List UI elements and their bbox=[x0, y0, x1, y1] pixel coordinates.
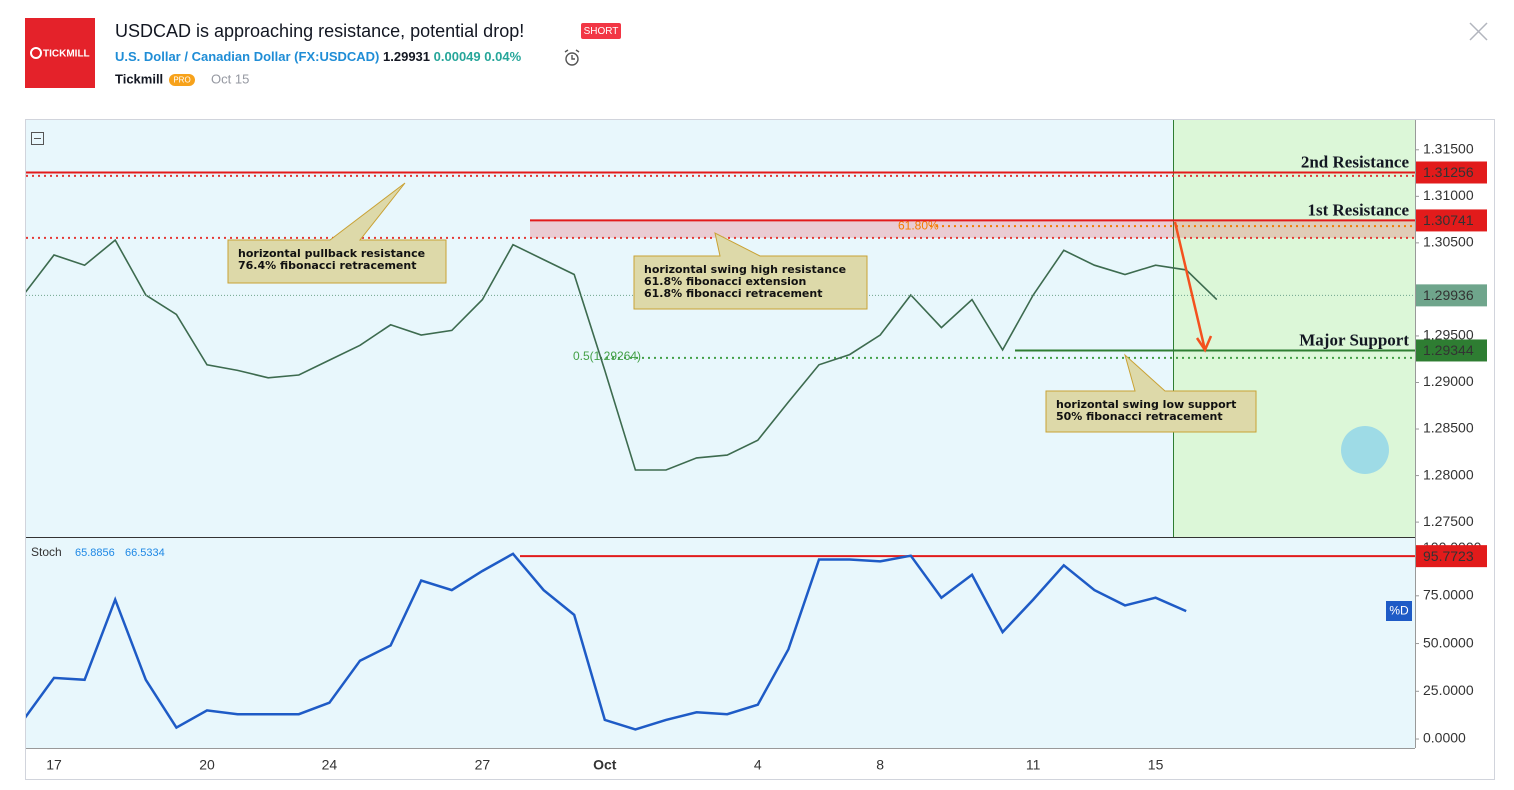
alarm-icon[interactable] bbox=[564, 49, 580, 66]
stoch-plot bbox=[26, 552, 1415, 731]
x-tick-label: 27 bbox=[475, 757, 491, 773]
price-plot: 61.80% 0.5(1.29264) bbox=[26, 171, 1415, 474]
change: 0.00049 bbox=[434, 49, 481, 64]
y-tick-label: 0.0000 bbox=[1423, 730, 1466, 746]
y-tick-label: 1.31000 bbox=[1423, 187, 1474, 203]
annotation-text: 50% fibonacci retracement bbox=[1056, 410, 1223, 423]
callout bbox=[227, 182, 447, 284]
level-badge bbox=[1416, 339, 1487, 362]
annotation-text: horizontal swing low support bbox=[1056, 398, 1236, 411]
y-tick-label: 1.29500 bbox=[1423, 327, 1474, 343]
level-name: 1st Resistance bbox=[1307, 200, 1409, 219]
x-tick-label: 17 bbox=[46, 757, 62, 773]
annotation-text: 61.8% fibonacci extension bbox=[644, 275, 806, 288]
target-circle bbox=[1341, 426, 1389, 474]
badge-bg bbox=[1386, 601, 1412, 621]
resistance-zone bbox=[530, 220, 1415, 238]
annotation-text: horizontal pullback resistance bbox=[238, 247, 425, 260]
level-badge bbox=[1416, 545, 1487, 568]
level-name: Major Support bbox=[1299, 330, 1409, 349]
symbol-code[interactable]: (FX:USDCAD) bbox=[294, 49, 379, 64]
fib-label: 0.5(1.29264) bbox=[573, 349, 641, 363]
logo-text: TICKMILL bbox=[43, 49, 90, 60]
price: 1.29931 bbox=[383, 49, 430, 64]
target-region bbox=[1173, 120, 1415, 537]
level-value: 1.29936 bbox=[1423, 287, 1474, 303]
annotation-text: horizontal swing high resistance bbox=[644, 263, 846, 276]
level-value: 1.29344 bbox=[1423, 342, 1474, 358]
y-tick-label: 25.0000 bbox=[1423, 682, 1474, 698]
x-tick-label: 24 bbox=[322, 757, 338, 773]
x-tick-label: 20 bbox=[199, 757, 215, 773]
callout bbox=[633, 232, 868, 310]
author[interactable]: Tickmill bbox=[115, 71, 163, 86]
badge-bg bbox=[581, 23, 621, 39]
x-tick-label: 4 bbox=[754, 757, 762, 773]
level-badge bbox=[1416, 161, 1487, 184]
y-tick-label: 1.28500 bbox=[1423, 420, 1474, 436]
x-tick-label: 15 bbox=[1148, 757, 1164, 773]
annotation-text: 76.4% fibonacci retracement bbox=[238, 259, 416, 272]
level-value: 1.31256 bbox=[1423, 164, 1474, 180]
fib-label: 61.80% bbox=[898, 218, 939, 232]
logo-icon bbox=[30, 47, 42, 59]
close-button[interactable] bbox=[1469, 22, 1488, 41]
pro-bg bbox=[169, 74, 195, 86]
title: USDCAD is approaching resistance, potent… bbox=[115, 21, 524, 41]
y-tick-label: 1.28000 bbox=[1423, 466, 1474, 482]
stoch-value: 66.5334 bbox=[125, 547, 165, 559]
stoch-value: 65.8856 bbox=[75, 547, 115, 559]
stoch-line bbox=[26, 552, 1187, 731]
arrow bbox=[1173, 221, 1213, 353]
price-line bbox=[26, 238, 1218, 471]
logo bbox=[25, 18, 95, 88]
symbol-name[interactable]: U.S. Dollar / Canadian Dollar bbox=[115, 49, 291, 64]
date: Oct 15 bbox=[211, 71, 249, 86]
y-tick-label: 1.29000 bbox=[1423, 373, 1474, 389]
stoch-name: Stoch bbox=[31, 545, 62, 559]
y-tick-label: 50.0000 bbox=[1423, 634, 1474, 650]
y-tick-label: 1.30500 bbox=[1423, 234, 1474, 250]
x-tick-label: Oct bbox=[593, 757, 617, 773]
collapse-button[interactable] bbox=[31, 132, 44, 145]
stoch-pane bbox=[26, 537, 1415, 748]
x-tick-label: 11 bbox=[1026, 757, 1041, 773]
level-value: 95.7723 bbox=[1423, 548, 1474, 564]
level-value: 1.30741 bbox=[1423, 212, 1474, 228]
y-tick-label: 75.0000 bbox=[1423, 587, 1474, 603]
annotation-text: 61.8% fibonacci retracement bbox=[644, 287, 822, 300]
callout bbox=[1045, 353, 1257, 433]
y-tick-label: 1.27500 bbox=[1423, 513, 1474, 529]
level-badge bbox=[1416, 209, 1487, 232]
symbol-row: U.S. Dollar / Canadian Dollar (FX:USDCAD… bbox=[115, 49, 522, 64]
level-badge bbox=[1416, 284, 1487, 307]
x-tick-label: 8 bbox=[876, 757, 884, 773]
y-tick-label: 1.31500 bbox=[1423, 140, 1474, 156]
short-badge: SHORT bbox=[584, 26, 619, 37]
pro-badge: PRO bbox=[173, 76, 190, 85]
change-pct: 0.04% bbox=[484, 49, 521, 64]
level-name: 2nd Resistance bbox=[1301, 152, 1410, 171]
stoch-badge: %D bbox=[1389, 604, 1409, 618]
overlay: 1.31500 1.31000 1.30500 1.29500 1.29000 1.285… bbox=[31, 140, 1487, 773]
